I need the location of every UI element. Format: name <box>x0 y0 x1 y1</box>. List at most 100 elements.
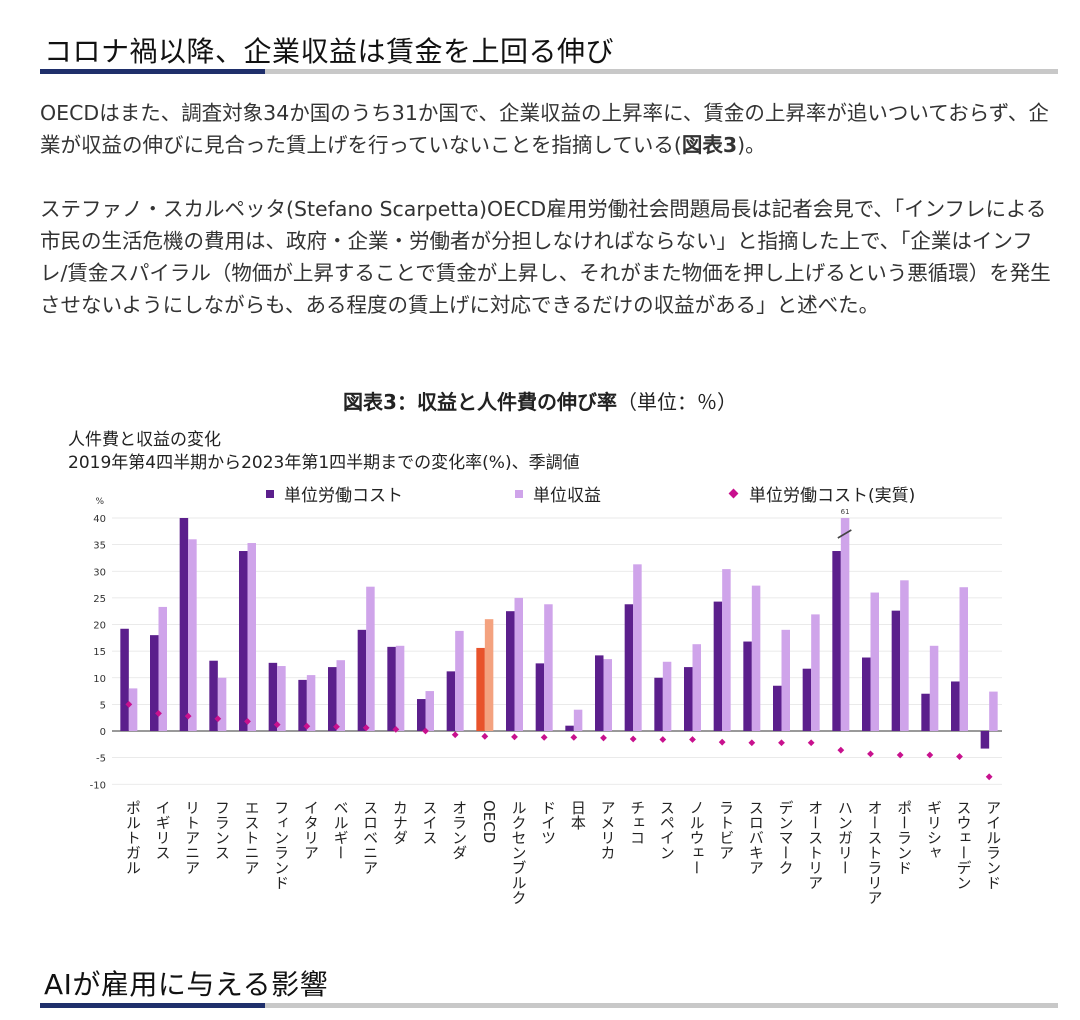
figure-title-unit: （単位：％） <box>616 390 737 414</box>
marker-real-labor-cost <box>362 724 370 732</box>
bar-unit-profit <box>366 586 375 731</box>
x-tick-label: スロベニア <box>361 800 379 875</box>
x-tick-label: フランス <box>213 800 231 860</box>
marker-real-labor-cost <box>985 773 993 781</box>
marker-real-labor-cost <box>422 727 429 735</box>
x-tick-label: オランダ <box>450 800 468 860</box>
x-tick-label: オーストラリア <box>866 800 884 905</box>
legend-label: 単位労働コスト <box>284 486 403 506</box>
bar-unit-profit <box>544 604 553 731</box>
x-tick-label: リトアニア <box>183 800 201 875</box>
x-tick-label: ラトビア <box>717 800 735 860</box>
marker-real-labor-cost <box>807 739 815 747</box>
legend-labor: 単位労働コスト <box>266 481 403 506</box>
bar-unit-labor-cost <box>832 551 841 731</box>
bar-unit-profit <box>692 644 701 731</box>
bar-unit-labor-cost <box>387 646 396 731</box>
x-tick-label: デンマーク <box>777 800 795 875</box>
chart-subtitle: 2019年第4四半期から2023年第1四半期までの変化率(%)、季調値 <box>68 453 580 473</box>
legend-label: 単位労働コスト(実質) <box>749 486 916 506</box>
paragraph-text: OECDはまた、調査対象34か国のうち31か国で、企業収益の上昇率に、賃金の上昇… <box>40 101 1049 157</box>
marker-real-labor-cost <box>867 750 874 758</box>
bar-unit-profit <box>603 659 612 731</box>
bar-unit-labor-cost <box>446 671 456 731</box>
heading-divider <box>40 1003 1058 1008</box>
bar-unit-profit <box>929 645 939 731</box>
marker-real-labor-cost <box>659 736 667 743</box>
bar-unit-labor-cost <box>595 655 604 731</box>
x-tick-label: ルクセンブルク <box>510 800 528 905</box>
marker-real-labor-cost <box>896 751 904 759</box>
y-tick-label: -10 <box>90 780 106 791</box>
x-tick-label: チェコ <box>628 800 646 845</box>
bar-unit-profit <box>722 569 731 731</box>
bar-unit-profit <box>247 543 256 731</box>
bar-unit-profit <box>633 564 642 731</box>
x-tick-label: ノルウェー <box>688 800 706 875</box>
bar-unit-profit <box>158 606 167 731</box>
bar-unit-profit <box>336 660 345 731</box>
x-tick-label: ベルギー <box>332 800 350 860</box>
bar-unit-profit <box>514 597 523 731</box>
heading-divider <box>40 69 1058 74</box>
x-tick-label: ポルトガル <box>124 800 142 875</box>
x-tick-label: イタリア <box>302 800 320 860</box>
legend-swatch <box>515 489 523 498</box>
y-tick-label: 35 <box>93 541 106 552</box>
marker-real-labor-cost <box>718 738 726 746</box>
bar-unit-labor-cost <box>565 725 574 731</box>
bar-unit-labor-cost <box>506 611 515 731</box>
bar-unit-profit <box>306 675 316 731</box>
legend-label: 単位収益 <box>533 486 601 506</box>
marker-real-labor-cost <box>273 721 281 729</box>
x-tick-label: スイス <box>421 800 439 845</box>
marker-real-labor-cost <box>570 733 578 741</box>
y-tick-label: 15 <box>93 647 106 658</box>
marker-real-labor-cost <box>244 718 251 725</box>
legend-profit: 単位収益 <box>515 481 601 506</box>
bar-unit-labor-cost <box>239 551 248 731</box>
bar-unit-labor-cost <box>862 657 871 731</box>
bar-unit-profit <box>662 661 672 731</box>
marker-real-labor-cost <box>303 722 311 730</box>
bar-unit-labor-cost <box>179 518 189 731</box>
bar-unit-profit <box>217 677 227 731</box>
marker-real-labor-cost <box>956 753 963 760</box>
bar-unit-labor-cost <box>891 610 901 731</box>
bar-unit-profit <box>811 614 820 731</box>
x-tick-label: スペイン <box>658 800 676 860</box>
x-tick-label: オーストリア <box>806 800 824 890</box>
section-heading: コロナ禍以降、企業収益は賃金を上回る伸び <box>44 35 615 68</box>
marker-real-labor-cost <box>125 700 133 708</box>
bar-unit-profit <box>900 580 909 731</box>
x-tick-label: スロバキア <box>747 800 765 875</box>
y-tick-label: 40 <box>93 514 106 525</box>
marker-real-labor-cost <box>451 731 459 739</box>
x-tick-label: アイルランド <box>984 800 1002 890</box>
x-tick-label: スウェーデン <box>955 800 973 890</box>
y-tick-label: -5 <box>96 754 106 765</box>
y-tick-label: 0 <box>100 727 106 738</box>
marker-real-labor-cost <box>778 739 785 747</box>
bar-unit-labor-cost <box>357 629 367 731</box>
bar-unit-labor-cost <box>298 679 307 731</box>
x-tick-label: ポーランド <box>895 800 913 875</box>
bar-unit-labor-cost <box>951 681 960 731</box>
y-unit-label: % <box>95 497 104 507</box>
bar-unit-profit <box>751 585 761 731</box>
figure-title-bold: 図表3：収益と人件費の伸び率 <box>343 390 617 414</box>
figure-title: 図表3：収益と人件費の伸び率（単位：％） <box>0 386 1080 415</box>
axis-break-mark <box>837 529 852 539</box>
bar-unit-labor-cost <box>150 635 159 731</box>
bar-unit-profit <box>425 691 434 731</box>
bar-unit-labor-cost <box>268 662 278 731</box>
x-tick-label: 日本 <box>569 800 587 830</box>
x-tick-label: カナダ <box>391 800 409 845</box>
bar-unit-labor-cost <box>535 663 545 731</box>
x-tick-label: OECD <box>480 800 498 843</box>
marker-real-labor-cost <box>392 726 400 733</box>
marker-real-labor-cost <box>511 733 518 741</box>
bar-unit-profit <box>573 709 583 731</box>
bar-unit-profit <box>959 587 968 731</box>
marker-real-labor-cost <box>214 715 222 723</box>
